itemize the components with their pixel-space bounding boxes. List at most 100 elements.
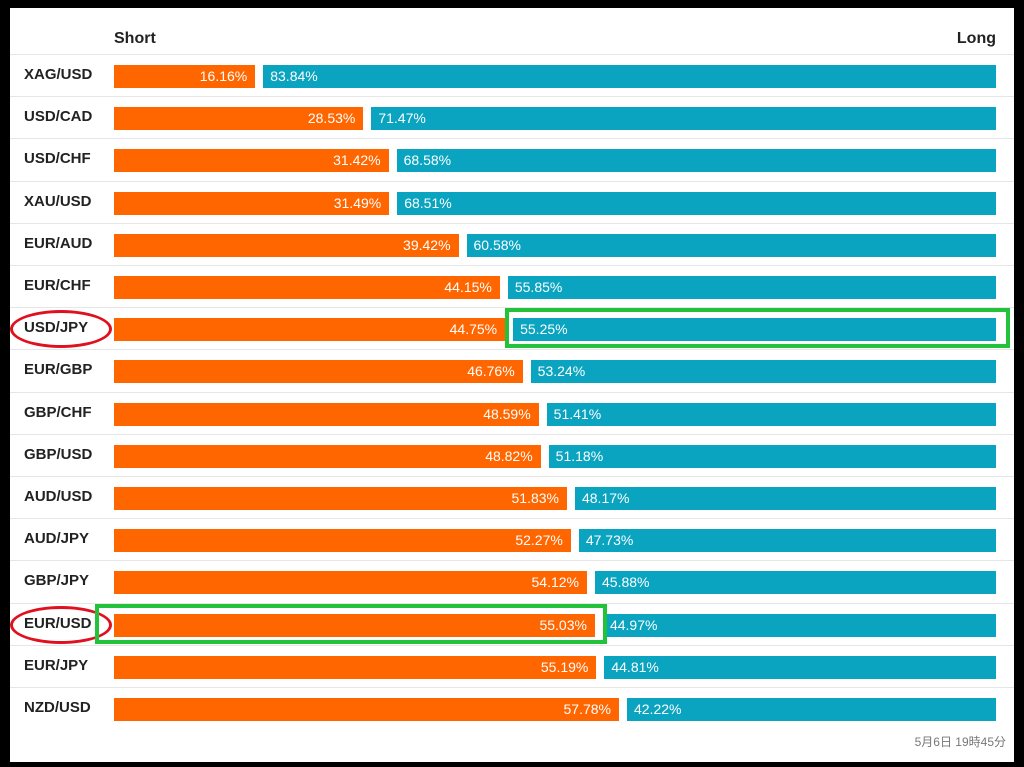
table-row: EUR/USD 55.03% 44.97% <box>10 602 1014 645</box>
long-bar: 48.17% <box>574 487 996 510</box>
long-bar: 51.41% <box>546 402 996 426</box>
pair-label: GBP/USD <box>24 445 93 463</box>
short-header: Short <box>114 30 156 47</box>
short-bar: 46.76% <box>114 360 523 384</box>
long-bar: 68.58% <box>396 149 996 173</box>
red-circle-highlight <box>10 605 112 644</box>
long-value-label: 68.58% <box>403 152 452 169</box>
long-header: Long <box>956 30 996 47</box>
long-bar: 45.88% <box>595 571 996 595</box>
green-box-highlight <box>95 603 607 644</box>
green-box-highlight <box>505 308 1010 349</box>
short-value-label: 16.16% <box>199 68 248 84</box>
short-bar: 31.49% <box>114 191 390 215</box>
table-row: USD/CHF 31.42% 68.58% <box>10 138 1014 180</box>
timestamp: 5月6日 19時45分 <box>914 735 1006 749</box>
table-row: AUD/JPY 52.27% 47.73% <box>10 518 1014 560</box>
short-value-label: 31.42% <box>333 152 381 169</box>
table-row: XAU/USD 31.49% 68.51% <box>10 180 1014 223</box>
short-value-label: 51.83% <box>511 490 559 506</box>
long-bar: 55.25% <box>513 318 996 342</box>
short-bar: 28.53% <box>114 107 364 131</box>
short-bar: 57.78% <box>114 698 619 721</box>
short-bar: 55.03% <box>114 613 595 637</box>
long-bar: 60.58% <box>466 233 996 257</box>
pair-label: EUR/CHF <box>24 277 91 294</box>
long-bar: 55.85% <box>507 276 996 299</box>
pair-label: XAU/USD <box>24 192 92 210</box>
red-circle-highlight <box>10 310 112 349</box>
table-row: EUR/GBP 46.76% 53.24% <box>10 349 1014 391</box>
long-value-label: 83.84% <box>270 68 318 84</box>
short-bar: 16.16% <box>114 65 256 88</box>
pair-label: GBP/JPY <box>24 572 90 590</box>
pair-label: EUR/GBP <box>24 361 93 379</box>
short-value-label: 55.19% <box>540 658 589 675</box>
short-bar: 52.27% <box>114 529 571 553</box>
long-bar: 47.73% <box>578 529 996 553</box>
long-value-label: 47.73% <box>585 532 634 549</box>
pair-label: XAG/USD <box>24 66 93 83</box>
short-value-label: 55.03% <box>539 616 587 633</box>
short-bar: 51.83% <box>114 487 567 510</box>
long-value-label: 68.51% <box>404 194 452 211</box>
long-value-label: 53.24% <box>537 363 586 380</box>
long-value-label: 60.58% <box>473 236 521 253</box>
pair-label: AUD/JPY <box>24 530 90 548</box>
long-value-label: 51.41% <box>553 405 602 422</box>
short-value-label: 28.53% <box>307 110 356 127</box>
table-row: AUD/USD 51.83% 48.17% <box>10 476 1014 518</box>
short-value-label: 54.12% <box>531 574 579 591</box>
pair-label: EUR/JPY <box>24 656 89 674</box>
pair-label: USD/CAD <box>24 108 93 126</box>
long-bar: 51.18% <box>548 444 996 468</box>
long-bar: 83.84% <box>263 65 996 88</box>
table-row: USD/CAD 28.53% 71.47% <box>10 96 1014 138</box>
long-bar: 53.24% <box>530 360 996 384</box>
long-value-label: 44.81% <box>611 658 659 675</box>
short-value-label: 48.82% <box>485 447 533 464</box>
short-value-label: 46.76% <box>467 363 515 380</box>
long-value-label: 42.22% <box>633 701 682 717</box>
short-bar: 31.42% <box>114 149 389 173</box>
pair-label: USD/CHF <box>24 150 91 168</box>
long-value-label: 55.85% <box>514 279 563 295</box>
short-value-label: 52.27% <box>515 532 563 549</box>
table-row: XAG/USD 16.16% 83.84% <box>10 54 1014 96</box>
table-row: GBP/USD 48.82% 51.18% <box>10 433 1014 476</box>
long-bar: 68.51% <box>397 191 996 215</box>
short-value-label: 31.49% <box>333 194 382 211</box>
short-bar: 48.82% <box>114 444 541 468</box>
long-bar: 44.81% <box>604 655 996 679</box>
sentiment-chart: Short Long XAG/USD 16.16% 83.84% USD/CAD 28.… <box>10 8 1014 762</box>
long-value-label: 71.47% <box>378 110 426 127</box>
long-value-label: 48.17% <box>581 490 630 506</box>
long-bar: 42.22% <box>626 698 996 721</box>
short-bar: 44.15% <box>114 276 500 299</box>
short-value-label: 57.78% <box>563 701 611 717</box>
table-row: USD/JPY 44.75% 55.25% <box>10 307 1014 349</box>
long-bar: 71.47% <box>371 107 996 131</box>
table-row: EUR/JPY 55.19% 44.81% <box>10 644 1014 687</box>
table-row: EUR/AUD 39.42% 60.58% <box>10 222 1014 265</box>
short-bar: 44.75% <box>114 318 506 342</box>
pair-label: EUR/AUD <box>24 234 93 252</box>
table-row: GBP/JPY 54.12% 45.88% <box>10 560 1014 602</box>
table-row: NZD/USD 57.78% 42.22% <box>10 687 1014 729</box>
table-row: EUR/CHF 44.15% 55.85% <box>10 265 1014 307</box>
short-bar: 54.12% <box>114 571 587 595</box>
long-value-label: 44.97% <box>609 616 658 633</box>
pair-label: GBP/CHF <box>24 403 92 421</box>
long-bar: 44.97% <box>602 613 996 637</box>
short-value-label: 48.59% <box>483 405 531 422</box>
short-value-label: 44.15% <box>444 279 492 295</box>
long-value-label: 55.25% <box>520 321 568 338</box>
long-value-label: 51.18% <box>555 447 604 464</box>
short-value-label: 39.42% <box>403 236 451 253</box>
table-row: GBP/CHF 48.59% 51.41% <box>10 391 1014 434</box>
short-bar: 39.42% <box>114 233 459 257</box>
pair-label: AUD/USD <box>24 488 93 505</box>
long-value-label: 45.88% <box>602 574 650 591</box>
short-value-label: 44.75% <box>449 321 498 338</box>
short-bar: 48.59% <box>114 402 539 426</box>
